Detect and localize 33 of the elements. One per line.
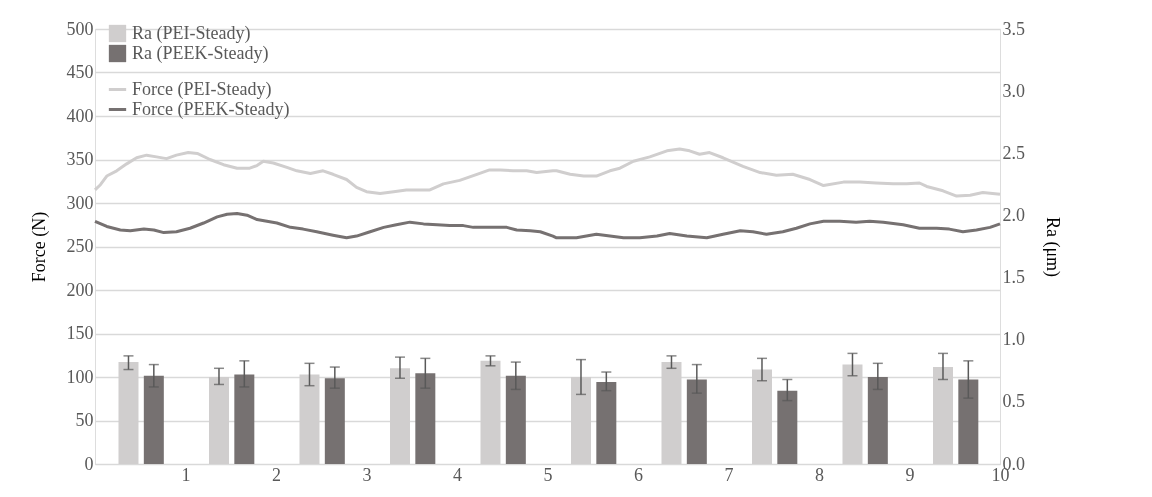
legend-label: Force (PEEK-Steady) xyxy=(132,98,290,120)
legend-label: Ra (PEEK-Steady) xyxy=(132,42,269,64)
y2-tick-label: 1.0 xyxy=(1002,329,1025,350)
x-tick-label: 5 xyxy=(543,464,553,485)
y-axis-title: Force (N) xyxy=(28,211,50,283)
x-tick-label: 2 xyxy=(272,464,281,485)
y-tick-label: 300 xyxy=(66,192,94,213)
x-tick-label: 3 xyxy=(362,464,372,485)
y2-tick-label: 0.5 xyxy=(1002,391,1025,412)
y2-tick-label: 1.5 xyxy=(1002,267,1025,288)
y-tick-label: 50 xyxy=(75,410,94,430)
x-tick-label: 7 xyxy=(724,464,734,485)
y-tick-label: 400 xyxy=(66,105,94,126)
x-tick-label: 9 xyxy=(905,464,915,485)
y-tick-label: 250 xyxy=(66,236,94,256)
y-tick-label: 150 xyxy=(66,323,94,343)
y-tick-label: 500 xyxy=(66,18,94,39)
legend-label: Ra (PEI-Steady) xyxy=(132,22,251,44)
x-tick-label: 1 xyxy=(181,464,191,485)
y2-axis-title: Ra (μm) xyxy=(1042,216,1063,278)
y2-tick-label: 3.5 xyxy=(1002,18,1025,39)
x-tick-label: 8 xyxy=(815,464,824,485)
legend-label: Force (PEI-Steady) xyxy=(132,78,272,100)
y-tick-label: 0 xyxy=(84,453,94,474)
y2-tick-label: 2.0 xyxy=(1002,204,1025,225)
y2-tick-label: 3.0 xyxy=(1002,80,1025,101)
y-tick-label: 200 xyxy=(66,279,94,300)
y2-tick-label: 2.5 xyxy=(1002,142,1025,163)
y-tick-label: 450 xyxy=(66,62,94,82)
y-tick-label: 100 xyxy=(66,366,94,387)
x-tick-label: 6 xyxy=(634,464,643,485)
x-tick-label: 4 xyxy=(453,464,462,485)
y-tick-label: 350 xyxy=(66,149,94,169)
